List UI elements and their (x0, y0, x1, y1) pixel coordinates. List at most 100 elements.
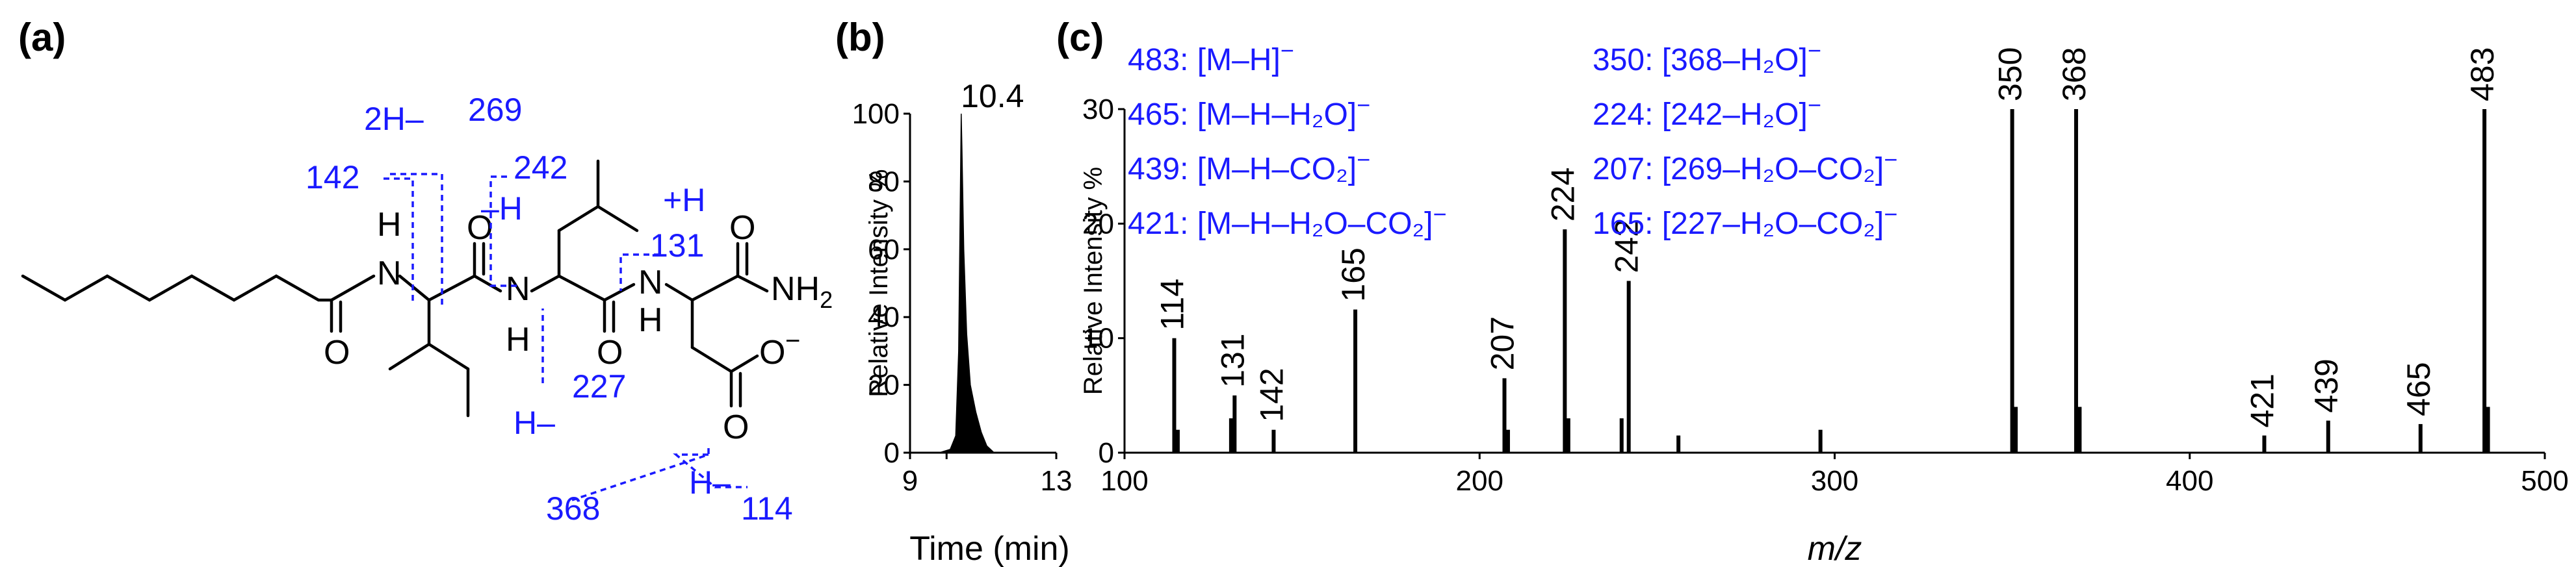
fragment-242: 242 (514, 149, 567, 186)
panel-b-y-tick-label: 100 (852, 98, 900, 130)
annotation-mz: 465: (1128, 97, 1197, 132)
annotation-ion: [242–H₂O] (1662, 97, 1808, 132)
panel-c-y-tick-label: 30 (1082, 94, 1114, 125)
panel-b-y-tick-label: 60 (868, 234, 900, 266)
panel-a-structure: (a) (18, 16, 833, 527)
spectrum-peak-label: 350 (1992, 47, 2029, 101)
spectrum-peak (1619, 418, 1624, 453)
atom-o1: O (324, 334, 350, 372)
atom-o4: O (729, 209, 755, 247)
panel-c-x-tick-label: 100 (1100, 465, 1148, 497)
spectrum-peak-label: 421 (2244, 373, 2280, 427)
panel-b-y-tick-label: 20 (868, 370, 900, 401)
atom-nh2-main: NH (771, 270, 820, 308)
spectrum-peak-label: 165 (1335, 247, 1372, 301)
bond-cb1-cg1 (427, 342, 470, 371)
atom-n3: N (638, 264, 663, 301)
panel-b-peak-label: 10.4 (961, 78, 1024, 114)
annotation-charge: − (1357, 92, 1370, 118)
panel-b-y-tick-label: 80 (868, 166, 900, 197)
bond-ca3-c4 (690, 274, 740, 302)
panel-b-y-tick-label: 0 (884, 437, 900, 469)
atom-n2: N (506, 270, 530, 308)
annotation-465: 465: [M–H–H₂O]− (1128, 92, 1370, 132)
atom-nh2-sub: 2 (820, 286, 833, 313)
panel-c-axes: 0 10 20 30 100 200 300 400 500 (1082, 94, 2569, 497)
bond-n1-ca1 (398, 274, 431, 302)
bond-n3-ca3 (664, 283, 694, 302)
panel-a-label: (a) (18, 16, 66, 59)
fragment-114: 114 (741, 490, 793, 527)
annotation-mz: 439: (1128, 152, 1197, 186)
annotation-224: 224: [242–H₂O]− (1593, 92, 1821, 132)
cleavage-368 (571, 448, 710, 501)
annotation-421: 421: [M–H–H₂O–CO₂]− (1128, 201, 1446, 241)
annotation-ion: [M–H–CO₂] (1197, 152, 1357, 186)
panel-c-y-tick-label: 20 (1082, 208, 1114, 240)
panel-c-x-axis-title: m/z (1808, 530, 1862, 567)
spectrum-peak (2326, 420, 2330, 453)
cleavage-131 (619, 253, 660, 291)
annotation-charge: − (1884, 146, 1897, 173)
spectrum-peak (2482, 109, 2487, 453)
bond-cb3-cg3 (690, 346, 733, 373)
spectrum-peak-label: 224 (1544, 168, 1581, 221)
panel-c-peaks (1172, 109, 2490, 453)
annotation-ion: [M–H–H₂O] (1197, 97, 1357, 132)
spectrum-peak-label: 439 (2308, 359, 2345, 412)
spectrum-peak-label: 483 (2464, 47, 2501, 101)
annotation-483: 483: [M–H]− (1128, 37, 1294, 77)
spectrum-peak-label: 242 (1609, 219, 1645, 273)
bond-cg3-o6 (729, 354, 759, 373)
annotation-mz: 207: (1593, 152, 1662, 186)
panel-c-y-tick-label: 10 (1082, 323, 1114, 355)
spectrum-peak-label: 142 (1253, 368, 1290, 422)
bond-cb1-cg2 (388, 342, 431, 371)
fragment-2h: 2H– (364, 101, 424, 137)
bond-c2-n2 (473, 274, 502, 293)
spectrum-peak (1172, 338, 1177, 453)
cleavage-lines (384, 173, 748, 501)
molecule-bonds (21, 159, 769, 418)
spectrum-peak (2010, 109, 2014, 453)
spectrum-peak-label: 114 (1154, 279, 1190, 331)
bond-cg2-cd2 (596, 205, 639, 233)
bond-c1-n1 (330, 274, 376, 302)
atom-n1: N (377, 255, 402, 292)
panel-b-y-tick-label: 40 (868, 301, 900, 333)
bond-cb2-cg2 (557, 205, 600, 233)
fragment-labels: 142 2H– 269 242 –H +H 131 227 H– 368 H– … (306, 92, 793, 527)
fragment-h-minus-2: H– (689, 464, 731, 501)
spectrum-peak (2486, 407, 2490, 453)
spectrum-peak (2077, 407, 2082, 453)
fragment-plus-h: +H (663, 182, 705, 218)
annotation-charge: − (1808, 37, 1821, 64)
panel-b-peak-area (910, 113, 1056, 453)
spectrum-peak (1676, 435, 1681, 453)
atom-h1: H (377, 206, 402, 244)
spectrum-peak (2014, 407, 2018, 453)
cleavage-114 (673, 453, 748, 488)
atom-h2: H (506, 321, 530, 359)
panel-c-x-tick-label: 200 (1456, 465, 1503, 497)
annotation-350: 350: [368–H₂O]− (1593, 37, 1821, 77)
bond-c3-n3 (603, 283, 636, 302)
spectrum-peak (1175, 429, 1180, 453)
octanoyl-chain (21, 274, 333, 302)
panel-b-y-axis-title: Relative Intensity % (865, 169, 893, 397)
fragment-269: 269 (468, 92, 522, 128)
atom-o6: O (759, 334, 785, 372)
panel-b-x-axis-title: Time (min) (909, 530, 1070, 567)
annotation-mz: 350: (1593, 43, 1662, 77)
annotation-ion: [M–H] (1197, 43, 1281, 77)
cleavage-269 (390, 173, 443, 305)
atom-o3: O (597, 334, 623, 372)
annotation-charge: − (1433, 201, 1446, 227)
annotation-439: 439: [M–H–CO₂]− (1128, 146, 1370, 186)
panel-c-x-tick-label: 300 (1811, 465, 1858, 497)
annotation-ion: [M–H–H₂O–CO₂] (1197, 207, 1433, 241)
annotation-charge: − (1357, 146, 1370, 173)
